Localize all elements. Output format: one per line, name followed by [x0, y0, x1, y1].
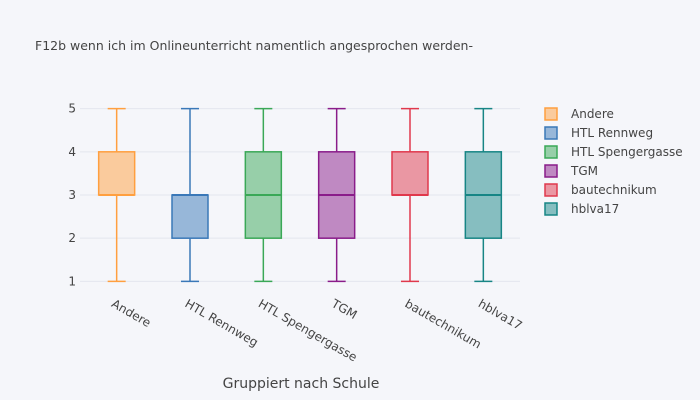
box-body-andere	[97, 151, 136, 196]
legend-label-andere: Andere	[571, 107, 614, 121]
legend-swatch-tgm	[544, 164, 558, 178]
box-body-htl-rennweg	[171, 194, 209, 239]
x-tick-label-tgm: TGM	[328, 296, 359, 322]
x-tick-label-andere: Andere	[109, 296, 153, 330]
chart-title: F12b wenn ich im Onlineunterricht nament…	[35, 38, 473, 53]
box-tgm	[317, 107, 356, 283]
legend-label-htl-spengergasse: HTL Spengergasse	[571, 145, 683, 159]
y-axis-ticks: 1 2 3 4 5	[68, 102, 76, 289]
box-hblva17	[464, 107, 503, 283]
legend-item-bautechnikum: bautechnikum	[544, 183, 657, 197]
grid-lines	[80, 108, 520, 282]
y-tick-label-5: 5	[68, 102, 76, 116]
legend-swatch-hblva17	[544, 202, 558, 216]
legend-item-tgm: TGM	[544, 164, 598, 178]
legend-item-htl-spengergasse: HTL Spengergasse	[544, 145, 683, 159]
box-body-bautechnikum	[391, 151, 429, 196]
box-andere	[97, 107, 136, 283]
legend-label-bautechnikum: bautechnikum	[571, 183, 657, 197]
legend-item-htl-rennweg: HTL Rennweg	[544, 126, 653, 140]
legend-swatch-htl-rennweg	[544, 126, 558, 140]
legend-item-andere: Andere	[544, 107, 614, 121]
legend-item-hblva17: hblva17	[544, 202, 619, 216]
y-tick-label-4: 4	[68, 145, 76, 159]
y-tick-label-2: 2	[68, 231, 76, 245]
legend-label-hblva17: hblva17	[571, 202, 619, 216]
legend-label-tgm: TGM	[570, 164, 598, 178]
legend: Andere HTL Rennweg HTL Spengergasse TGM baut…	[544, 107, 683, 216]
y-tick-label-3: 3	[68, 188, 76, 202]
x-tick-label-htl-rennweg: HTL Rennweg	[183, 296, 261, 349]
box-htl-rennweg	[171, 107, 209, 283]
box-bautechnikum	[391, 107, 429, 283]
y-tick-label-1: 1	[68, 274, 76, 288]
x-tick-label-hblva17: hblva17	[476, 296, 525, 332]
box-htl-spengergasse	[244, 107, 283, 283]
x-axis-label: Gruppiert nach Schule	[223, 376, 380, 392]
x-tick-label-bautechnikum: bautechnikum	[403, 296, 484, 351]
legend-swatch-bautechnikum	[544, 183, 558, 197]
legend-label-htl-rennweg: HTL Rennweg	[571, 126, 653, 140]
legend-swatch-andere	[544, 107, 558, 121]
legend-swatch-htl-spengergasse	[544, 145, 558, 159]
boxes	[97, 107, 503, 283]
